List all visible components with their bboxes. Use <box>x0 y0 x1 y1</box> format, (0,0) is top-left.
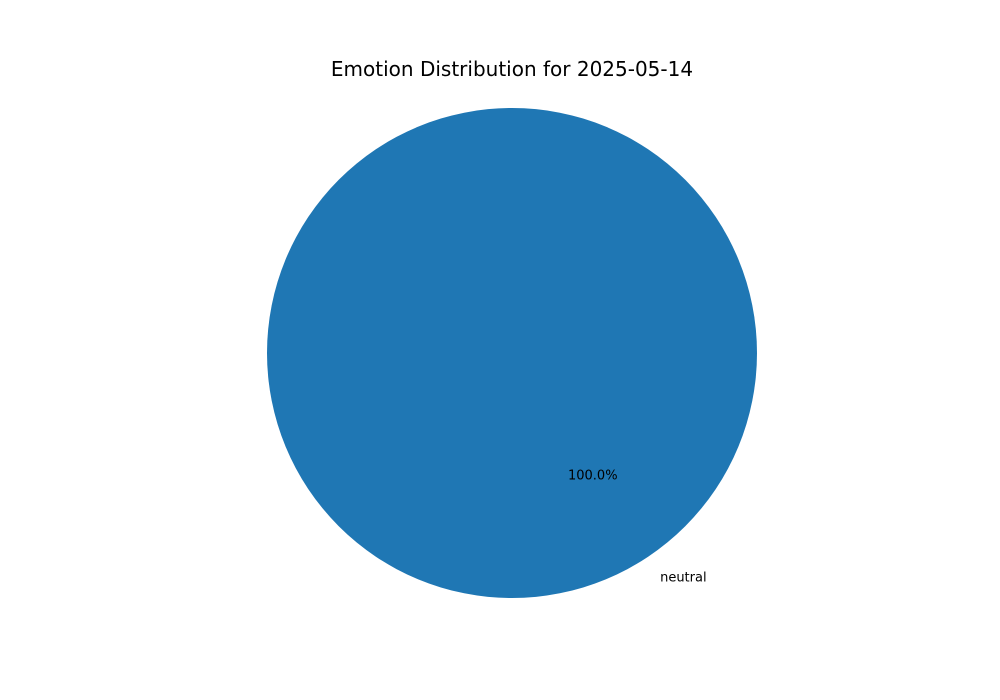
pie-slices <box>267 108 757 598</box>
pie-labels: neutral 100.0% <box>568 468 707 585</box>
chart-title: Emotion Distribution for 2025-05-14 <box>331 57 693 81</box>
pie-slice-neutral <box>267 108 757 598</box>
slice-label-neutral: neutral <box>660 571 707 586</box>
pct-label-neutral: 100.0% <box>568 468 618 483</box>
